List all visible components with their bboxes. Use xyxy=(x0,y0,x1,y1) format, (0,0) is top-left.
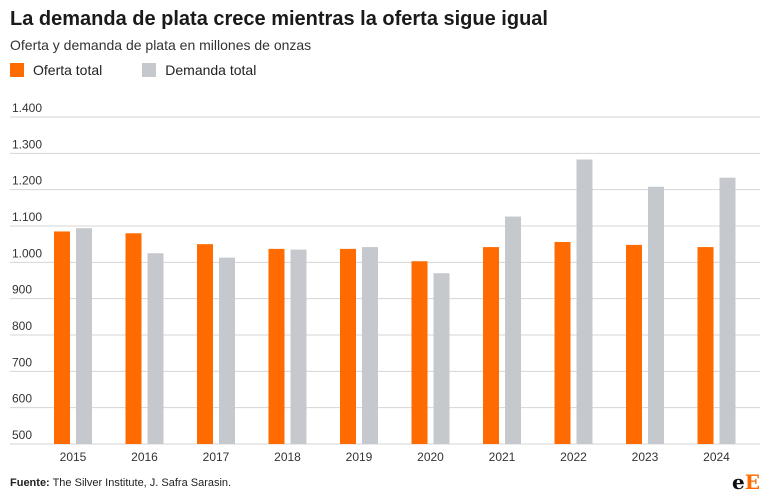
x-tick-label: 2023 xyxy=(632,450,659,464)
bar-demanda-2022 xyxy=(576,159,593,444)
y-tick-label: 1.200 xyxy=(12,174,42,188)
bar-oferta-2022 xyxy=(554,241,571,444)
bar-oferta-2023 xyxy=(626,244,642,444)
legend-swatch-oferta xyxy=(10,63,24,77)
x-tick-label: 2020 xyxy=(417,450,444,464)
bar-oferta-2017 xyxy=(197,244,213,444)
x-tick-label: 2019 xyxy=(346,450,373,464)
bar-oferta-2024 xyxy=(697,247,714,444)
y-tick-label: 700 xyxy=(12,355,32,369)
bar-demanda-2015 xyxy=(76,228,92,444)
y-tick-label: 500 xyxy=(12,428,32,442)
bar-demanda-2016 xyxy=(147,253,164,444)
x-tick-label: 2017 xyxy=(203,450,230,464)
publisher-logo: eE xyxy=(732,470,760,494)
y-tick-label: 800 xyxy=(12,319,32,333)
y-tick-label: 1.400 xyxy=(12,101,42,115)
legend-item-oferta: Oferta total xyxy=(10,62,102,78)
chart-subtitle: Oferta y demanda de plata en millones de… xyxy=(10,37,312,53)
source-label: Fuente: xyxy=(10,477,50,489)
bar-demanda-2018 xyxy=(290,249,307,444)
source-text: The Silver Institute, J. Safra Sarasin. xyxy=(49,477,232,489)
y-tick-label: 600 xyxy=(12,392,32,406)
bar-demanda-2019 xyxy=(362,247,378,444)
bar-demanda-2024 xyxy=(719,177,736,444)
bar-chart: 500 600 700 800 900 1.000 1.100 1.200 1.300 1.400… xyxy=(10,101,760,464)
x-tick-label: 2022 xyxy=(560,450,587,464)
bar-oferta-2019 xyxy=(340,248,356,444)
bar-oferta-2018 xyxy=(268,248,285,444)
y-tick-label: 1.000 xyxy=(12,246,42,260)
legend-label-oferta: Oferta total xyxy=(33,62,103,78)
legend-swatch-demanda xyxy=(142,63,157,77)
bar-demanda-2023 xyxy=(648,186,664,444)
chart-title: La demanda de plata crece mientras la of… xyxy=(10,8,548,30)
legend: Oferta total Demanda total xyxy=(10,62,296,78)
y-tick-label: 1.300 xyxy=(12,137,42,151)
x-tick-label: 2024 xyxy=(703,450,730,464)
bar-oferta-2021 xyxy=(483,247,499,444)
legend-item-demanda: Demanda total xyxy=(142,62,256,78)
bar-demanda-2017 xyxy=(219,257,235,444)
x-tick-label: 2018 xyxy=(274,450,301,464)
legend-label-demanda: Demanda total xyxy=(165,62,257,78)
x-tick-label: 2021 xyxy=(489,450,516,464)
bar-oferta-2016 xyxy=(125,233,142,444)
y-tick-label: 900 xyxy=(12,283,32,297)
source-note: Fuente: The Silver Institute, J. Safra S… xyxy=(10,477,231,489)
bar-demanda-2020 xyxy=(433,273,450,444)
bar-demanda-2021 xyxy=(505,216,521,444)
y-tick-label: 1.100 xyxy=(12,210,42,224)
bar-oferta-2020 xyxy=(411,261,428,444)
x-tick-label: 2015 xyxy=(60,450,87,464)
x-tick-label: 2016 xyxy=(131,450,158,464)
bar-oferta-2015 xyxy=(54,231,70,444)
